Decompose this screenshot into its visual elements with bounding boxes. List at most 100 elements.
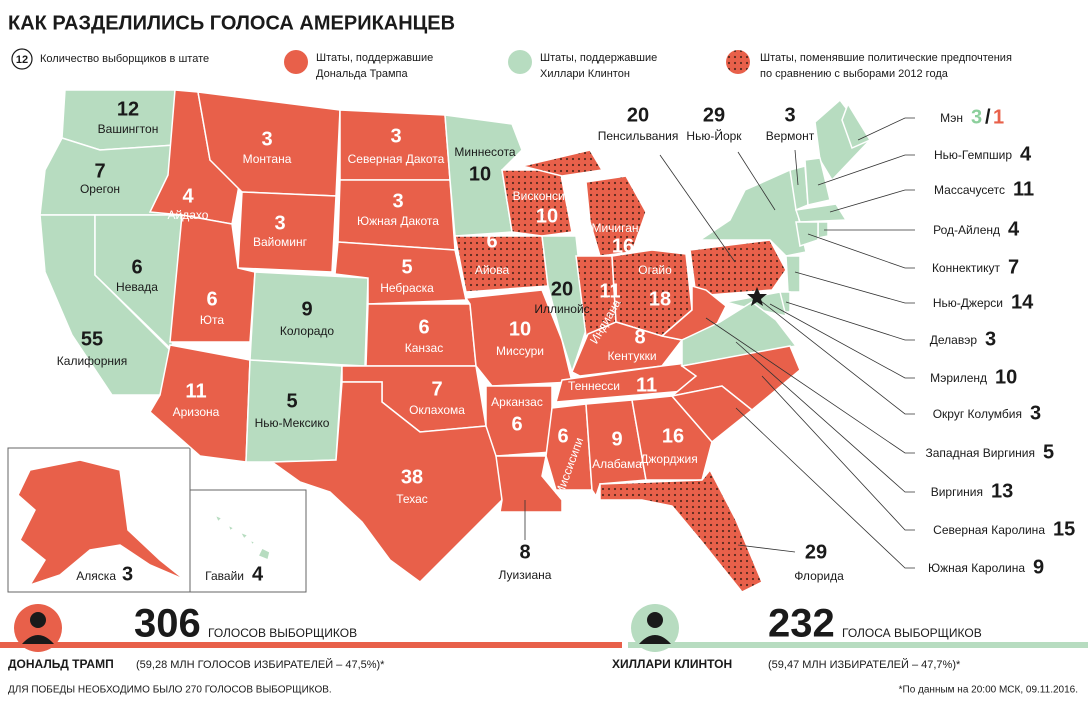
state-votes: 15	[1053, 518, 1075, 540]
leader-line	[829, 189, 915, 213]
state-shape	[269, 381, 503, 583]
state-votes: 3	[784, 104, 795, 126]
state-name: Мичиган	[591, 221, 638, 235]
state-shape	[464, 289, 573, 387]
state-name: Южная Каролина	[928, 561, 1025, 575]
state-votes: 11	[636, 374, 657, 396]
state-votes: 38	[401, 466, 423, 488]
state-labels: 12Вашингтон7Орегон55Калифорния6Невада4Ай…	[57, 98, 1075, 585]
hawaii-inset	[189, 489, 307, 593]
state-shape	[841, 102, 872, 150]
state-name: Флорида	[794, 569, 844, 583]
state-votes: 3	[985, 328, 996, 350]
state-name: Нью-Мексико	[255, 416, 330, 430]
state-name: Айдахо	[168, 208, 209, 222]
leader-line	[769, 303, 915, 379]
state-name: Айова	[475, 263, 510, 277]
state-name: Пенсильвания	[598, 129, 679, 143]
state-shape	[485, 385, 553, 457]
state-shape	[248, 538, 257, 547]
clinton-votes-label: ГОЛОСА ВЫБОРЩИКОВ	[842, 626, 982, 640]
legend-swatch	[284, 50, 308, 74]
state-name: Западная Виргиния	[925, 446, 1035, 460]
state-name: Монтана	[243, 152, 292, 166]
legend-badge	[11, 48, 33, 70]
state-shape	[725, 291, 788, 318]
state-shape	[238, 530, 250, 541]
state-name: Калифорния	[57, 354, 127, 368]
state-votes: 1	[993, 106, 1004, 128]
state-shape	[213, 513, 224, 524]
state-votes: 16	[612, 235, 634, 257]
state-shape	[795, 221, 819, 247]
leader-line	[735, 341, 915, 493]
trump-popular: (59,28 МЛН ГОЛОСОВ ИЗБИРАТЕЛЕЙ – 47,5%)*	[136, 658, 385, 671]
state-name: Род-Айленд	[933, 223, 1000, 237]
clinton-popular: (59,47 МЛН ИЗБИРАТЕЛЕЙ – 47,7%)*	[768, 658, 961, 671]
state-votes: 9	[301, 298, 312, 320]
state-name: Аризона	[173, 405, 220, 419]
state-votes-separator: /	[985, 106, 991, 128]
state-name: Вашингтон	[98, 122, 159, 136]
leader-line	[659, 154, 736, 263]
legend-text: Количество выборщиков в штате	[40, 53, 209, 65]
state-shape	[689, 239, 787, 297]
state-name: Северная Дакота	[348, 152, 445, 166]
state-name: Нью-Гемпшир	[934, 148, 1012, 162]
leader-line	[857, 117, 915, 141]
trump-bar	[0, 642, 622, 648]
state-name: Юта	[200, 313, 224, 327]
state-name: Канзас	[405, 341, 443, 355]
state-votes: 9	[1033, 556, 1044, 578]
state-name: Северная Каролина	[933, 523, 1045, 537]
state-name: Мэн	[940, 111, 963, 125]
state-shape	[256, 546, 271, 562]
state-votes: 5	[1043, 441, 1054, 463]
state-votes: 3	[274, 212, 285, 234]
state-votes: 5	[401, 256, 412, 278]
state-name: Гавайи	[205, 569, 244, 583]
state-name: Висконсин	[513, 189, 572, 203]
state-name: Нью-Йорк	[686, 128, 742, 143]
state-shape	[795, 203, 848, 223]
state-shape	[495, 455, 563, 513]
state-shape	[226, 523, 236, 533]
state-votes: 20	[551, 278, 573, 300]
leader-line	[807, 233, 915, 269]
state-shape	[631, 395, 713, 481]
trump-icon-head	[30, 612, 46, 628]
state-shape	[521, 149, 604, 177]
state-name: Алабама	[592, 457, 642, 471]
leader-line	[735, 407, 915, 569]
state-name: Луизиана	[499, 568, 552, 582]
state-votes: 3	[122, 563, 133, 585]
state-votes: 10	[509, 318, 531, 340]
state-name: Нью-Джерси	[933, 296, 1003, 310]
state-votes: 20	[627, 104, 649, 126]
legend-text: Хиллари Клинтон	[540, 68, 630, 80]
state-votes: 11	[1013, 178, 1034, 200]
state-votes: 4	[252, 563, 264, 585]
state-name: Кентукки	[607, 349, 656, 363]
legend-text: Штаты, поддержавшие	[316, 52, 433, 64]
legend-text: по сравнению с выборами 2012 года	[760, 68, 949, 80]
state-votes: 3	[392, 190, 403, 212]
state-votes: 29	[703, 104, 725, 126]
state-votes: 4	[1008, 218, 1020, 240]
state-name: Делавэр	[930, 333, 978, 347]
legend-swatch	[726, 50, 750, 74]
state-votes: 5	[286, 390, 297, 412]
trump-votes: 306	[134, 602, 201, 646]
state-votes: 6	[418, 316, 429, 338]
state-votes: 18	[649, 288, 671, 310]
clinton-bar	[628, 642, 1088, 648]
state-votes: 3	[261, 128, 272, 150]
clinton-name: ХИЛЛАРИ КЛИНТОН	[612, 657, 732, 671]
state-name: Массачусетс	[934, 183, 1005, 197]
state-name: Южная Дакота	[357, 214, 439, 228]
state-votes: 10	[536, 205, 558, 227]
leader-line	[794, 271, 915, 304]
legend-text: Дональда Трампа	[316, 68, 408, 80]
